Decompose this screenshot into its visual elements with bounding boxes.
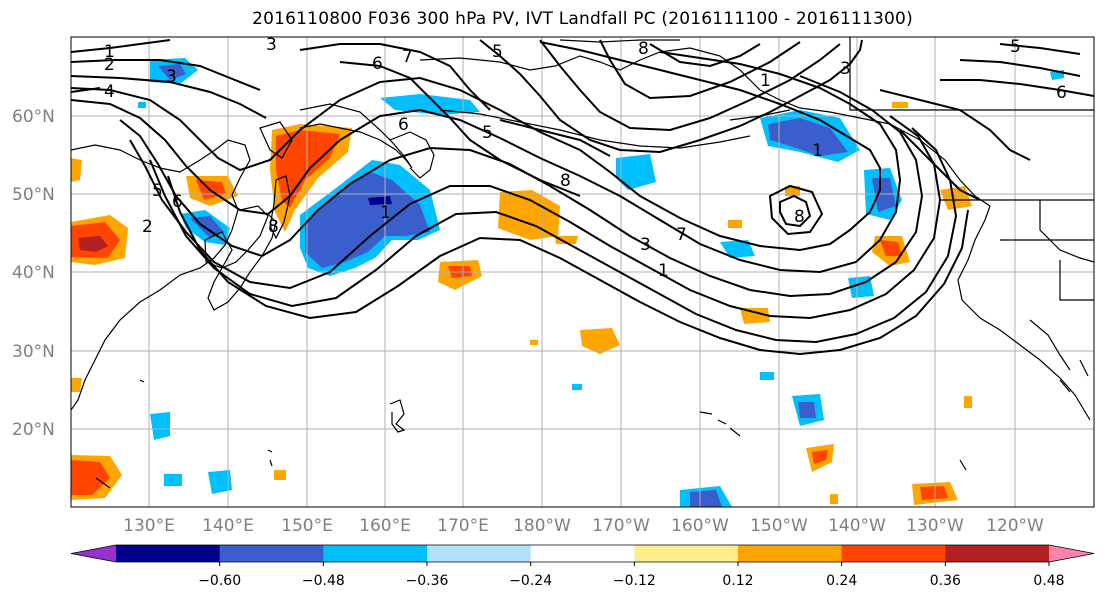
contour-label: 8 xyxy=(794,207,805,227)
contour-label: 1 xyxy=(380,203,391,223)
pv-contours xyxy=(71,39,1094,356)
contour-label: 2 xyxy=(104,55,115,75)
contour-label: 8 xyxy=(268,217,279,237)
lat-label: 50°N xyxy=(12,185,55,205)
lon-label: 150°E xyxy=(281,516,333,536)
contour-label: 6 xyxy=(398,115,409,135)
contour-label: 7 xyxy=(676,225,687,245)
contour-label: 3 xyxy=(266,35,277,55)
colorbar-tick-label: 0.24 xyxy=(826,573,857,589)
contour-label: 5 xyxy=(482,123,493,143)
longitude-labels: 130°E 140°E 150°E 160°E 170°E 180°W 170°… xyxy=(123,516,1044,536)
colorbar-tick-label: 0.36 xyxy=(930,573,961,589)
colorbar-tick-label: −0.24 xyxy=(509,573,552,589)
colorbar-swatch xyxy=(530,545,635,562)
contour-label: 5 xyxy=(1010,37,1021,57)
lon-label: 180°W xyxy=(513,516,571,536)
lon-label: 160°E xyxy=(359,516,411,536)
colorbar-tick-label: −0.48 xyxy=(302,573,345,589)
colorbar-outline xyxy=(70,544,1095,563)
contour-labels: 1 2 3 4 3 6 7 5 8 1 3 5 6 5 6 5 6 2 8 1 … xyxy=(104,35,1067,281)
lon-label: 120°W xyxy=(986,516,1044,536)
lon-label: 160°W xyxy=(671,516,729,536)
plot-title: 2016110800 F036 300 hPa PV, IVT Landfall… xyxy=(252,9,913,29)
lon-label: 130°W xyxy=(906,516,964,536)
lat-label: 20°N xyxy=(12,420,55,440)
contour-label: 5 xyxy=(492,42,503,62)
colorbar-tick-label: −0.12 xyxy=(613,573,656,589)
lon-label: 150°W xyxy=(750,516,808,536)
colorbar-swatch xyxy=(841,545,946,562)
colorbar-tick-label: 0.48 xyxy=(1033,573,1064,589)
colorbar-swatch xyxy=(219,545,324,562)
contour-label: 3 xyxy=(840,59,851,79)
colorbar-tick-labels: −0.60 −0.48 −0.36 −0.24 −0.12 0.12 0.24 0.36 0.4… xyxy=(198,562,1065,589)
contour-label: 2 xyxy=(142,217,153,237)
colorbar-swatch xyxy=(427,545,532,562)
contour-label: 1 xyxy=(812,141,823,161)
lat-label: 30°N xyxy=(12,342,55,362)
lon-label: 170°E xyxy=(437,516,489,536)
colorbar-extension-max xyxy=(1049,545,1094,562)
contour-label: 4 xyxy=(104,82,115,102)
contour-label: 6 xyxy=(172,192,183,212)
lon-label: 140°E xyxy=(202,516,254,536)
contour-label: 8 xyxy=(638,39,649,59)
lat-label: 40°N xyxy=(12,263,55,283)
colorbar-tick-label: −0.36 xyxy=(406,573,449,589)
colorbar xyxy=(70,544,1095,563)
lat-label: 60°N xyxy=(12,107,55,127)
contour-label: 3 xyxy=(640,235,651,255)
graticule xyxy=(71,37,1094,507)
colorbar-swatch xyxy=(116,545,221,562)
lon-label: 140°W xyxy=(828,516,886,536)
colorbar-swatch xyxy=(323,545,428,562)
contour-label: 6 xyxy=(1056,83,1067,103)
colorbar-swatch xyxy=(634,545,739,562)
contour-label: 5 xyxy=(152,181,163,201)
contour-label: 1 xyxy=(104,42,115,62)
contour-label: 6 xyxy=(372,54,383,74)
contour-label: 1 xyxy=(658,261,669,281)
colorbar-tick-label: 0.12 xyxy=(722,573,753,589)
colorbar-extension-min xyxy=(71,545,116,562)
colorbar-tick-label: −0.60 xyxy=(198,573,241,589)
contour-label: 7 xyxy=(402,47,413,67)
map-frame xyxy=(70,36,1095,508)
contour-label: 3 xyxy=(166,67,177,87)
colorbar-swatch xyxy=(738,545,843,562)
lon-label: 130°E xyxy=(123,516,175,536)
contour-label: 1 xyxy=(760,71,771,91)
contour-label: 8 xyxy=(560,171,571,191)
latitude-labels: 60°N 50°N 40°N 30°N 20°N xyxy=(12,107,55,440)
coastlines xyxy=(71,37,1094,489)
colorbar-swatch xyxy=(945,545,1050,562)
lon-label: 170°W xyxy=(592,516,650,536)
